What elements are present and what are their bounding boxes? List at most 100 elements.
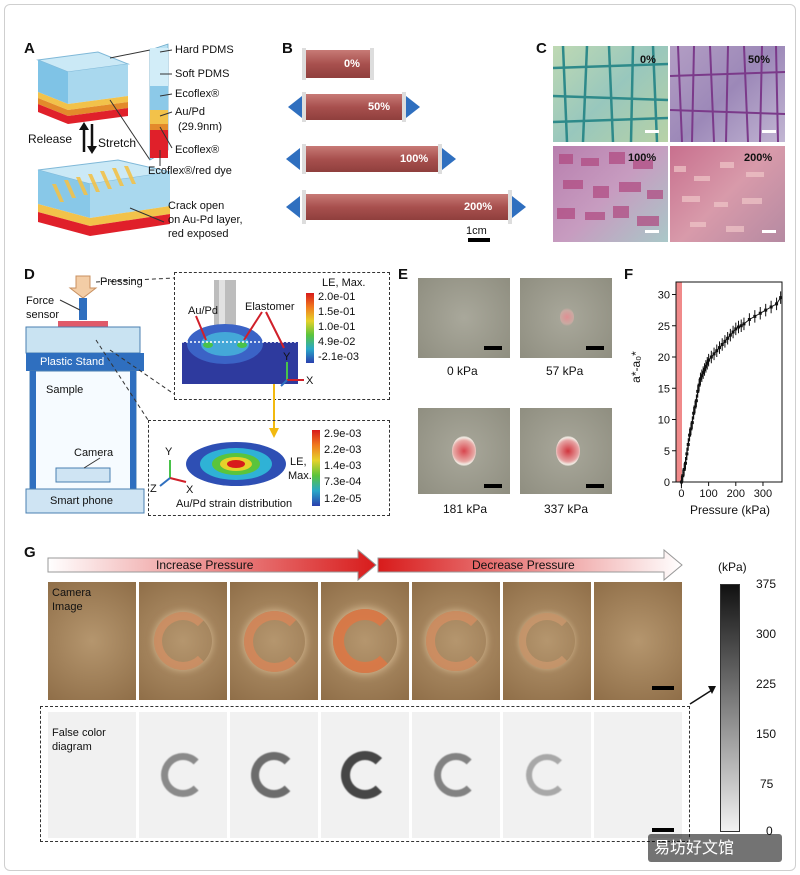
data-point bbox=[707, 358, 711, 362]
label-ecoflex-red-dye: Ecoflex®/red dye bbox=[148, 165, 232, 177]
camera-frame bbox=[139, 582, 227, 700]
panel-label-a: A bbox=[24, 40, 35, 57]
data-point bbox=[723, 339, 727, 343]
pressure-image-57 bbox=[520, 278, 612, 358]
false-color-region bbox=[40, 706, 690, 842]
false-color-frame bbox=[594, 712, 682, 838]
panel-label-f: F bbox=[624, 266, 634, 283]
data-point bbox=[715, 349, 719, 353]
data-point bbox=[728, 333, 732, 337]
label-smart-phone: Smart phone bbox=[50, 495, 113, 507]
pressure-label-337: 337 kPa bbox=[544, 502, 589, 516]
data-point bbox=[696, 389, 700, 393]
data-point bbox=[692, 411, 696, 415]
label-camera-image-2: Image bbox=[52, 601, 83, 613]
data-point bbox=[753, 314, 757, 318]
strain-label-50: 50% bbox=[368, 101, 391, 113]
data-point bbox=[684, 461, 688, 465]
colorbar bbox=[720, 584, 740, 832]
legend-colorbar-1 bbox=[306, 293, 314, 363]
label-sim-elastomer: Elastomer bbox=[245, 301, 295, 313]
colorbar-tick-150: 150 bbox=[756, 727, 777, 741]
scale-bar-e181 bbox=[484, 484, 502, 488]
legend-colorbar-2 bbox=[312, 430, 320, 506]
pressure-label-181: 181 kPa bbox=[443, 502, 488, 516]
micrograph-50 bbox=[670, 46, 785, 142]
data-point bbox=[720, 343, 724, 346]
scale-bar-e337 bbox=[586, 484, 604, 488]
c-shape-pattern bbox=[518, 612, 576, 670]
pressure-label-0: 0 kPa bbox=[447, 364, 478, 378]
label-ecoflex: Ecoflex® bbox=[175, 88, 220, 100]
c-shape-false-color bbox=[433, 752, 479, 798]
camera-frame bbox=[230, 582, 318, 700]
legend2-v2: 1.4e-03 bbox=[324, 460, 362, 472]
strain-caption: Au/Pd strain distribution bbox=[176, 498, 293, 510]
micro-label-200: 200% bbox=[744, 152, 773, 164]
axis-x-2: X bbox=[186, 484, 194, 496]
panel-label-c: C bbox=[536, 40, 547, 57]
simulation-section bbox=[182, 280, 304, 387]
strain-label-0: 0% bbox=[344, 58, 360, 70]
data-point bbox=[686, 443, 690, 446]
pressure-spot-181 bbox=[452, 436, 476, 466]
scale-bar-g bbox=[652, 686, 674, 690]
data-point bbox=[690, 421, 694, 425]
legend-title-1: LE, Max. bbox=[322, 277, 366, 289]
legend2-title-1: LE, bbox=[290, 456, 307, 468]
micrograph-200 bbox=[670, 146, 785, 242]
legend2-v3: 7.3e-04 bbox=[324, 476, 362, 488]
data-point bbox=[689, 427, 693, 431]
false-color-frame bbox=[139, 712, 227, 838]
label-release: Release bbox=[28, 132, 73, 146]
label-hard-pdms: Hard PDMS bbox=[175, 44, 234, 56]
micro-label-0: 0% bbox=[640, 54, 656, 66]
panel-label-d: D bbox=[24, 266, 35, 283]
legend1-v2: 1.0e-01 bbox=[318, 321, 356, 333]
data-point bbox=[703, 368, 707, 371]
data-point bbox=[712, 352, 716, 356]
x-tick-label: 200 bbox=[727, 488, 745, 500]
label-crack-1: Crack open bbox=[168, 200, 225, 212]
label-camera-image-1: Camera bbox=[52, 587, 92, 599]
panel-label-b: B bbox=[282, 40, 293, 57]
colorbar-tick-0: 0 bbox=[766, 824, 773, 838]
data-point bbox=[742, 322, 746, 326]
watermark-text: 易坊好文馆 bbox=[654, 840, 735, 857]
legend1-v3: 4.9e-02 bbox=[318, 336, 356, 348]
label-false-color-2: diagram bbox=[52, 741, 92, 753]
data-point bbox=[731, 330, 735, 334]
figure-frame bbox=[4, 4, 796, 871]
scale-bar-c100 bbox=[645, 230, 659, 233]
y-tick-label: 30 bbox=[658, 290, 670, 302]
camera-frame bbox=[503, 582, 591, 700]
pressure-spot-57 bbox=[560, 308, 574, 326]
label-aupd-thickness: (29.9nm) bbox=[178, 121, 223, 133]
data-point bbox=[775, 302, 779, 306]
x-tick-label: 100 bbox=[699, 488, 717, 500]
label-camera: Camera bbox=[74, 447, 114, 459]
label-decrease-pressure: Decrease Pressure bbox=[472, 558, 575, 572]
y-tick-label: 15 bbox=[658, 383, 670, 395]
data-point bbox=[737, 325, 741, 329]
pressure-image-0 bbox=[418, 278, 510, 358]
c-shape-false-color bbox=[341, 751, 389, 799]
data-point bbox=[717, 346, 721, 350]
camera-frame bbox=[594, 582, 682, 700]
legend2-v1: 2.2e-03 bbox=[324, 444, 362, 456]
label-sensor: sensor bbox=[26, 309, 60, 321]
data-point bbox=[694, 399, 698, 403]
chart-xlabel: Pressure (kPa) bbox=[690, 503, 771, 517]
axis-y-1: Y bbox=[283, 351, 291, 363]
c-shape-false-color bbox=[525, 753, 569, 797]
scale-bar-c0 bbox=[645, 130, 659, 133]
data-point bbox=[764, 308, 768, 312]
panel-label-g: G bbox=[24, 544, 36, 561]
label-crack-2: on Au-Pd layer, bbox=[168, 214, 243, 226]
c-shape-pattern bbox=[243, 610, 305, 672]
watermark bbox=[648, 834, 782, 862]
data-point bbox=[709, 355, 713, 359]
data-point bbox=[734, 327, 738, 331]
c-shape-false-color bbox=[251, 752, 297, 798]
